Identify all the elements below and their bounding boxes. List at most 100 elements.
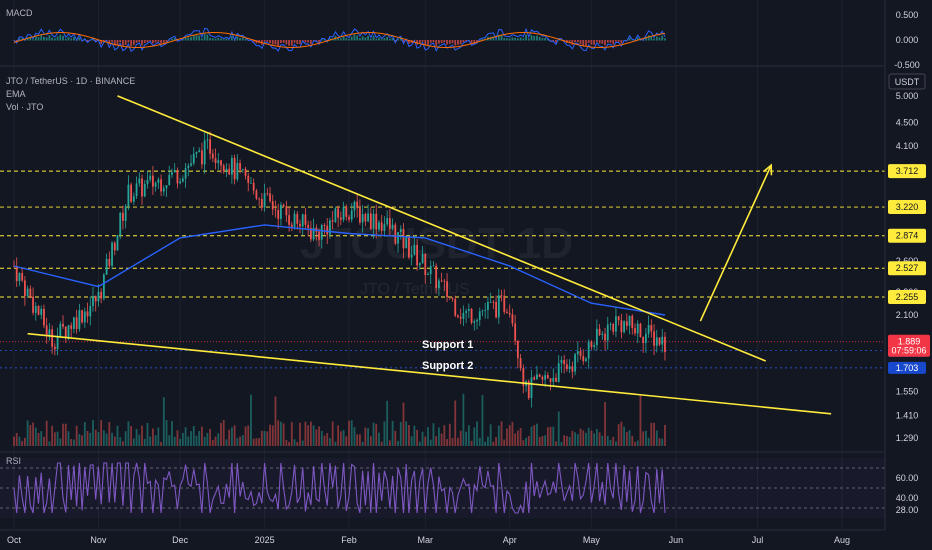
candle-body (135, 183, 138, 197)
volume-bar (443, 425, 446, 446)
candle-body (566, 364, 568, 370)
macd-bar (149, 40, 152, 42)
volume-bar (143, 438, 146, 446)
volume-bar (405, 421, 408, 446)
candle-body (394, 224, 397, 244)
volume-bar (364, 427, 367, 446)
volume-bar (146, 422, 149, 446)
volume-bar (397, 440, 399, 446)
volume-bar (410, 436, 413, 446)
volume-bar (184, 427, 187, 446)
volume-bar (179, 438, 182, 446)
volume-bar (67, 431, 70, 446)
macd-bar (15, 40, 18, 42)
macd-bar (127, 40, 130, 43)
candle-body (386, 218, 389, 225)
candle-body (334, 208, 337, 222)
candle-body (258, 198, 261, 200)
candle-body (470, 309, 473, 323)
volume-bar (345, 436, 348, 446)
volume-bar (244, 426, 247, 446)
macd-bar (476, 40, 478, 43)
volume-bar (228, 429, 231, 446)
macd-bar (530, 34, 533, 41)
candle-body (127, 184, 130, 207)
volume-bar (644, 430, 647, 446)
macd-bar (421, 40, 424, 42)
macd-bar (579, 40, 582, 44)
volume-bar (606, 435, 609, 446)
volume-bar (631, 435, 634, 446)
candle-body (598, 328, 601, 335)
macd-bar (628, 37, 631, 41)
volume-bar (318, 426, 320, 446)
currency-button[interactable]: USDT (888, 73, 926, 90)
volume-bar (176, 430, 179, 446)
candle-body (119, 212, 122, 236)
macd-bar (571, 40, 574, 45)
candle-body (383, 224, 386, 231)
ema-line (13, 224, 666, 316)
volume-bar (383, 421, 386, 446)
macd-bar (263, 40, 266, 42)
volume-bar (424, 436, 427, 446)
price-tick: 1.290 (896, 433, 919, 443)
level-badge (888, 164, 926, 179)
macd-tick: 0.000 (896, 35, 919, 45)
candle-body (342, 206, 345, 220)
macd-bar (470, 40, 473, 44)
projection-arrow[interactable] (699, 163, 773, 322)
candle-body (459, 317, 462, 319)
macd-bar (437, 40, 440, 44)
macd-bar (546, 39, 549, 41)
candle-body (192, 153, 195, 164)
volume-bar (437, 427, 440, 446)
candle-body (274, 209, 277, 211)
volume-bar (661, 438, 664, 446)
macd-bar (598, 40, 601, 44)
macd-bar (29, 37, 32, 41)
candle-body (636, 323, 639, 334)
volume-bar (634, 441, 636, 446)
time-axis[interactable]: Oct Nov Dec 2025 Feb Mar Apr May Jun Jul Aug (7, 535, 850, 545)
macd-bar (160, 40, 162, 44)
volume-bar (593, 433, 596, 446)
macd-bar (361, 36, 364, 41)
candle-body (195, 152, 198, 154)
price-pane[interactable]: JTO / TetherUS · 1D · BINANCE EMA Vol · … (0, 76, 885, 446)
candle-body (37, 306, 40, 315)
macd-bar (192, 35, 195, 41)
candle-body (443, 280, 446, 282)
volume-bar (209, 429, 212, 446)
macd-bar (590, 40, 593, 45)
macd-bar (620, 40, 623, 44)
trendlines[interactable] (27, 95, 832, 415)
volume-bar (64, 423, 67, 446)
volume-bar (500, 421, 503, 446)
symbol-watermark-sub: JTO / TetherUS (360, 281, 470, 298)
macd-bar (457, 40, 459, 45)
volume-bar (337, 425, 340, 446)
candle-body (304, 214, 307, 225)
macd-bar (239, 37, 241, 41)
macd-bar (497, 34, 500, 41)
macd-pane[interactable]: MACD (6, 8, 666, 52)
candle-body (432, 265, 435, 267)
volume-bar (190, 431, 192, 446)
macd-bar (18, 38, 21, 41)
candle-body (476, 320, 478, 322)
price-axis[interactable]: 5.0004.5004.1003.7203.2602.9002.6002.300… (888, 10, 930, 515)
countdown-text: 07:59:06 (891, 346, 926, 356)
volume-bar (239, 436, 241, 446)
macd-bar (606, 40, 609, 43)
rsi-pane[interactable]: RSI (0, 456, 885, 518)
volume-bar (301, 440, 304, 446)
macd-bar (348, 38, 350, 41)
macd-bar (56, 36, 59, 41)
volume-bar (380, 441, 383, 446)
macd-bar (350, 36, 353, 41)
volume-bar (130, 426, 133, 446)
volume-bar (211, 440, 214, 446)
macd-bar (595, 40, 598, 42)
